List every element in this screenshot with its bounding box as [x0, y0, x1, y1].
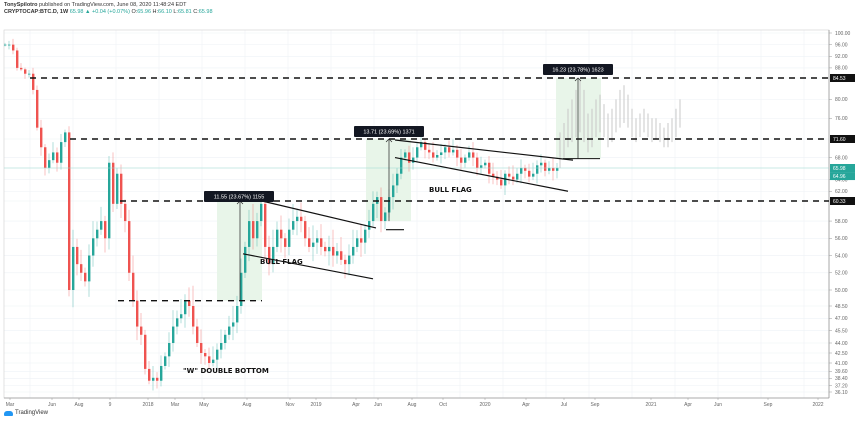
annotation-text: "W" DOUBLE BOTTOM	[183, 367, 269, 375]
svg-text:Aug: Aug	[243, 402, 252, 408]
svg-text:65.98: 65.98	[833, 166, 846, 172]
svg-text:80.00: 80.00	[835, 97, 848, 103]
measurement-label: 13.71 (23.69%) 1371	[354, 126, 424, 137]
measurement-label: 11.55 (23.67%) 1155	[204, 191, 274, 202]
svg-text:2019: 2019	[310, 402, 321, 408]
author: TonySpilotro	[4, 2, 38, 8]
svg-text:84.53: 84.53	[833, 76, 846, 82]
svg-text:58.00: 58.00	[835, 219, 848, 225]
price-change: +0.04 (+0.07%)	[91, 9, 130, 15]
svg-text:Jul: Jul	[561, 402, 567, 408]
svg-text:42.50: 42.50	[835, 351, 848, 357]
svg-text:May: May	[199, 402, 209, 408]
cloud-icon	[4, 410, 13, 416]
svg-text:41.00: 41.00	[835, 361, 848, 367]
high-value: 66.10	[158, 9, 172, 15]
svg-text:50.00: 50.00	[835, 288, 848, 294]
svg-text:2021: 2021	[645, 402, 656, 408]
svg-text:71.60: 71.60	[833, 137, 846, 143]
svg-text:38.40: 38.40	[835, 376, 848, 382]
svg-text:62.00: 62.00	[835, 189, 848, 195]
svg-text:Mar: Mar	[6, 402, 15, 408]
symbol: CRYPTOCAP:BTC.D, 1W	[4, 9, 69, 15]
svg-text:Oct: Oct	[439, 402, 447, 408]
svg-text:Jun: Jun	[48, 402, 56, 408]
tradingview-logo[interactable]: TradingView	[4, 410, 48, 416]
svg-text:Aug: Aug	[75, 402, 84, 408]
last-price: 65.98	[69, 9, 84, 15]
svg-text:44.00: 44.00	[835, 341, 848, 347]
annotation-text: BULL FLAG	[429, 186, 472, 194]
svg-text:64.96: 64.96	[833, 174, 846, 180]
svg-text:88.00: 88.00	[835, 66, 848, 72]
chart-header: TonySpilotro published on TradingView.co…	[4, 2, 213, 15]
svg-text:Apr: Apr	[522, 402, 530, 408]
svg-text:48.50: 48.50	[835, 304, 848, 310]
svg-text:16.23 (23.78%) 1623: 16.23 (23.78%) 1623	[552, 68, 603, 74]
svg-text:Aug: Aug	[408, 402, 417, 408]
low-value: 65.81	[177, 9, 192, 15]
svg-text:Jun: Jun	[374, 402, 382, 408]
svg-text:36.10: 36.10	[835, 390, 848, 396]
svg-text:13.71 (23.69%) 1371: 13.71 (23.69%) 1371	[363, 130, 414, 136]
svg-text:2018: 2018	[142, 402, 153, 408]
svg-text:2020: 2020	[479, 402, 490, 408]
svg-text:Jun: Jun	[714, 402, 722, 408]
up-arrow-icon: ▲	[85, 9, 91, 15]
svg-text:9: 9	[109, 402, 112, 408]
svg-text:39.60: 39.60	[835, 369, 848, 375]
svg-text:60.33: 60.33	[833, 199, 846, 205]
svg-text:Sep: Sep	[764, 402, 773, 408]
svg-text:100.00: 100.00	[835, 31, 851, 37]
svg-text:Apr: Apr	[684, 402, 692, 408]
svg-text:Sep: Sep	[591, 402, 600, 408]
svg-text:47.00: 47.00	[835, 316, 848, 322]
svg-text:Apr: Apr	[352, 402, 360, 408]
svg-text:37.20: 37.20	[835, 383, 848, 389]
svg-text:96.00: 96.00	[835, 42, 848, 48]
svg-text:54.00: 54.00	[835, 253, 848, 259]
svg-text:Mar: Mar	[171, 402, 180, 408]
svg-text:92.00: 92.00	[835, 54, 848, 60]
published-text: published on TradingView.com, June 08, 2…	[39, 2, 187, 8]
svg-text:52.00: 52.00	[835, 271, 848, 277]
open-value: 65.96	[137, 9, 152, 15]
annotation-text: BULL FLAG	[260, 258, 303, 266]
svg-text:45.50: 45.50	[835, 328, 848, 334]
svg-text:Nov: Nov	[286, 402, 295, 408]
measurement-label: 16.23 (23.78%) 1623	[543, 64, 613, 75]
svg-text:68.00: 68.00	[835, 155, 848, 161]
svg-text:56.00: 56.00	[835, 236, 848, 242]
close-value: 65.98	[198, 9, 213, 15]
svg-text:64.00: 64.00	[835, 177, 848, 183]
svg-text:76.00: 76.00	[835, 116, 848, 122]
svg-text:2022: 2022	[812, 402, 823, 408]
svg-text:11.55 (23.67%) 1155: 11.55 (23.67%) 1155	[214, 195, 265, 201]
